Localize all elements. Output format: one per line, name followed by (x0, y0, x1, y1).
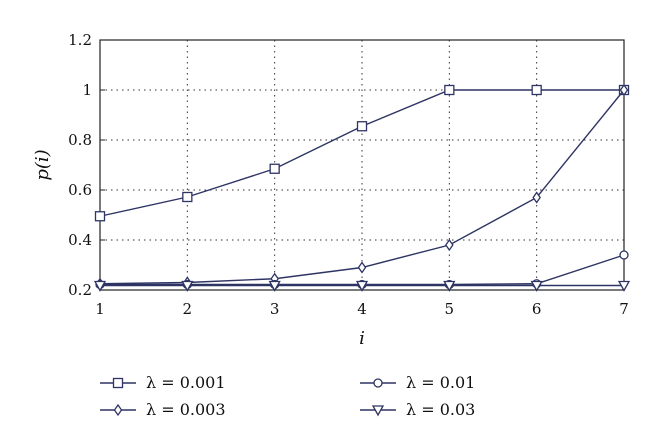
legend-marker-triangle (371, 405, 385, 417)
grid (100, 40, 624, 290)
axis-ticks: 1 2 3 4 5 6 7 0.2 0.4 0.6 0.8 1 1.2 (68, 31, 629, 318)
data-point-square (531, 84, 542, 96)
series-line (99, 89, 624, 217)
legend-label: λ = 0.001 (146, 373, 226, 392)
x-tick-label: 3 (270, 300, 280, 318)
data-point-triangle (181, 280, 194, 292)
legend-marker-square (112, 377, 124, 389)
y-axis-label: p(i) (32, 149, 53, 180)
legend-item: λ = 0.001 (100, 373, 226, 392)
data-point-triangle (268, 280, 281, 292)
data-point-diamond (619, 83, 629, 97)
data-point-diamond (445, 238, 454, 252)
data-point-square (269, 163, 280, 174)
legend-label: λ = 0.003 (146, 400, 226, 419)
x-axis-label: i (359, 328, 365, 349)
data-point-square (356, 121, 368, 132)
x-tick-label: 2 (183, 300, 193, 318)
y-tick-label: 1 (82, 81, 92, 99)
y-tick-label: 0.4 (68, 231, 92, 249)
data-point-square (182, 191, 193, 203)
legend-marker-diamond (113, 403, 123, 417)
legend-marker-circle (373, 378, 383, 388)
plot-frame (99, 39, 625, 291)
data-point-triangle (443, 280, 456, 292)
y-tick-label: 0.2 (68, 281, 92, 299)
x-tick-label: 1 (95, 300, 105, 318)
legend-item: λ = 0.01 (360, 373, 475, 392)
data-point-triangle (93, 280, 107, 292)
legend: λ = 0.001 λ = 0.003 λ = 0.01 λ = 0.03 (100, 373, 475, 419)
legend-label: λ = 0.03 (406, 400, 475, 419)
data-point-diamond (357, 261, 367, 274)
data-point-circle (619, 250, 629, 260)
y-tick-label: 1.2 (68, 31, 92, 49)
data-point-square (444, 84, 455, 96)
data-point-triangle (530, 280, 543, 292)
data-point-square (94, 211, 106, 222)
series-triangle (93, 280, 631, 292)
series-group (93, 83, 631, 292)
legend-item: λ = 0.003 (100, 400, 226, 419)
legend-label: λ = 0.01 (406, 373, 475, 392)
x-tick-label: 6 (532, 300, 542, 318)
x-tick-label: 7 (619, 300, 629, 318)
series-diamond (95, 83, 629, 290)
data-point-triangle (355, 280, 369, 292)
data-point-triangle (617, 280, 631, 292)
x-tick-label: 5 (445, 300, 455, 318)
legend-item: λ = 0.03 (360, 400, 475, 419)
data-point-diamond (532, 191, 541, 204)
y-tick-label: 0.8 (68, 131, 92, 149)
x-tick-label: 4 (357, 300, 367, 318)
y-tick-label: 0.6 (68, 181, 92, 199)
